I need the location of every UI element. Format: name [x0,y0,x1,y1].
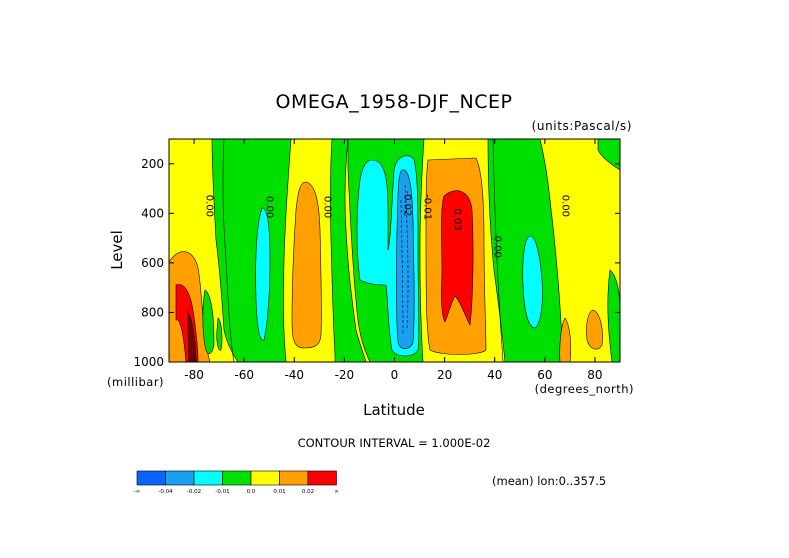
colorbar-swatch [307,470,337,486]
chart-title: OMEGA_1958-DJF_NCEP [276,91,513,113]
field-zone-cyan-55s [255,207,271,341]
colorbar-label: -∞ [134,489,141,495]
field-zone-green-bottom-right [607,269,620,362]
x-tick-label: 0 [391,368,399,382]
field-zone-orange-40s [291,181,322,349]
colorbar-label: -0.02 [187,489,201,495]
field-contour-0-nh [492,139,504,362]
y-tick-label: 800 [141,305,164,319]
contour-label: 0.00 [204,195,215,217]
colorbar-swatch [165,470,195,486]
field-zone-green-polar [202,289,215,354]
colorbar-swatch [279,470,309,486]
field-contour-equator-1 [404,184,409,331]
y-tick-label: 1000 [133,355,164,369]
colorbar-label: ∞ [334,489,339,495]
contour-label: 0.00 [264,196,275,218]
field-contour-0-sh [222,139,235,362]
contour-label: 0.00 [492,236,503,258]
contour-interval-label: CONTOUR INTERVAL = 1.000E-02 [298,436,491,450]
x-tick-label: 80 [587,368,602,382]
x-tick-label: -80 [184,368,204,382]
colorbar-label: 0.01 [273,489,285,495]
units-label: (units:Pascal/s) [532,119,632,133]
x-tick-label: 60 [537,368,552,382]
field-zone-orange-bottom-mid [559,317,572,362]
field-zone-green-polar-small [216,317,223,351]
contour-label: -0.01 [422,194,433,220]
x-axis-label: Latitude [363,401,425,419]
y-tick-label: 400 [141,206,164,220]
contour-label: -0.02 [402,190,413,216]
contour-labels: 0.00 0.00 0.00 -0.02 -0.01 0.03 0.00 0.00 [204,190,571,257]
colorbar-label: -0.01 [215,489,229,495]
colorbar: -∞ -0.04 -0.02 -0.01 0.0 0.01 0.02 ∞ [134,470,339,495]
field-zone-blue-equator [396,169,415,350]
colorbar-swatch [250,470,280,486]
field-zone-red-20n [441,190,474,326]
x-unit-label: (degrees_north) [535,382,634,396]
x-axis-ticks: -80 -60 -40 -20 0 20 40 60 80 [184,139,603,382]
contour-label: 0.00 [559,195,570,217]
y-tick-label: 200 [141,157,164,171]
x-tick-label: -40 [284,368,304,382]
x-tick-label: -60 [234,368,254,382]
mean-label: (mean) lon:0..357.5 [492,474,606,488]
x-tick-label: -20 [335,368,355,382]
contour-label: 0.03 [452,208,463,230]
colorbar-label: 0.0 [247,489,256,495]
x-tick-label: 40 [487,368,502,382]
contour-label: 0.00 [321,196,332,218]
colorbar-label: 0.02 [302,489,314,495]
colorbar-swatch [222,470,252,486]
colorbar-label: -0.04 [158,489,173,495]
contour-field [169,139,620,362]
field-contour-equator-2 [400,199,404,336]
colorbar-swatch [193,470,223,486]
x-tick-label: 20 [437,368,452,382]
y-tick-label: 600 [141,256,164,270]
field-zone-dark-polar [187,310,197,362]
y-unit-label: (millibar) [107,375,164,389]
field-zone-cyan-nh [522,235,543,329]
colorbar-swatch [136,470,166,486]
field-zone-orange-bottom-right [586,309,603,350]
y-axis-label: Level [108,230,126,270]
y-axis-ticks: 200 400 600 800 1000 [133,157,620,369]
